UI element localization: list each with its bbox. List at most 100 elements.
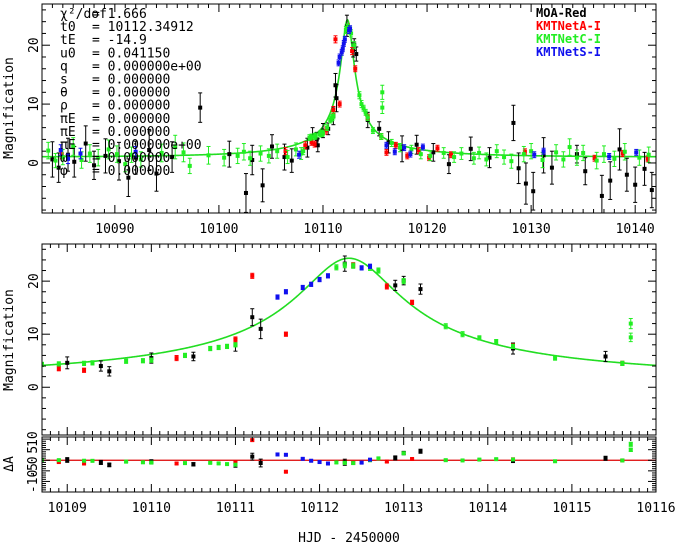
full-point-moa-marker <box>147 148 152 153</box>
zoom-ytick-label: 0 <box>27 383 42 391</box>
full-point-kmts-marker <box>340 46 345 51</box>
full-point-kmta-marker <box>522 149 527 154</box>
residual-point-kmtc <box>82 458 87 463</box>
full-point-kmtc <box>370 127 375 135</box>
full-point-moa <box>260 168 265 203</box>
zoom-point-kmtc <box>553 355 558 361</box>
full-point-moa <box>198 92 203 123</box>
full-point-kmtc-marker <box>409 147 414 152</box>
full-lightcurve-panel: 10090 10100 10110 10120 10130 10140 0 10 20 Magn… <box>2 3 657 237</box>
full-point-kmtc-marker <box>637 155 642 160</box>
residual-point-kmtc-marker <box>334 460 339 465</box>
zoom-point-kmtc-marker <box>216 345 221 350</box>
zoom-point-kmts <box>309 281 314 287</box>
residual-point-kmts <box>283 452 288 457</box>
full-point-kmtc-marker <box>529 149 534 154</box>
zoom-point-kmtc-marker <box>140 358 145 363</box>
full-point-moa-marker <box>282 155 287 160</box>
zoom-point-kmtc <box>140 358 145 364</box>
res-xtick-label: 10112 <box>300 501 339 516</box>
full-point-moa-marker <box>599 193 604 198</box>
residual-point-kmtc <box>124 459 129 464</box>
full-point-kmtc-marker <box>484 157 489 162</box>
param-label: θ <box>60 86 68 101</box>
residual-point-moa <box>418 448 423 454</box>
residual-point-kmtc-marker <box>182 461 187 466</box>
full-point-kmts <box>58 144 63 156</box>
full-point-kmtc-marker <box>397 145 402 150</box>
full-point-moa <box>649 171 654 209</box>
full-point-moa-marker <box>531 189 536 194</box>
zoom-point-kmtc <box>460 331 465 338</box>
zoom-point-kmtc-marker <box>182 353 187 358</box>
zoom-point-kmtc <box>56 361 61 367</box>
full-point-kmtc <box>187 157 192 175</box>
residual-point-kmta-marker <box>233 460 238 465</box>
full-point-kmtc <box>173 134 178 160</box>
full-point-moa <box>599 174 604 213</box>
full-point-kmtc <box>622 143 627 161</box>
zoom-point-kmta <box>283 331 288 337</box>
param-label: πE <box>60 112 76 127</box>
full-point-kmtc <box>331 112 336 120</box>
residual-point-kmta-marker <box>384 459 389 464</box>
residual-point-kmtc <box>56 458 61 463</box>
res-ytick-label: 0 <box>26 456 41 464</box>
full-point-kmtc-marker <box>389 140 394 145</box>
full-point-moa-marker <box>649 188 654 193</box>
zoom-point-moa-marker <box>65 360 70 365</box>
zoom-point-kmts-marker <box>317 277 322 282</box>
residual-point-kmts-marker <box>317 460 322 465</box>
full-point-kmtc-marker <box>106 147 111 152</box>
zoom-point-kmtc <box>511 343 516 350</box>
full-point-moa-marker <box>170 155 175 160</box>
residual-panel-ylabel: ΔA <box>2 456 17 472</box>
full-point-kmtc-marker <box>452 155 457 160</box>
residual-point-kmtc <box>401 451 406 456</box>
residual-point-kmta-marker <box>174 461 179 466</box>
zoom-point-kmtc <box>494 339 499 345</box>
full-point-moa-marker <box>617 147 622 152</box>
full-point-moa <box>608 161 613 200</box>
full-point-moa <box>50 141 55 178</box>
zoom-point-moa-marker <box>258 326 263 331</box>
residual-point-kmts <box>317 460 322 465</box>
full-point-kmts <box>607 153 612 160</box>
full-point-moa <box>170 141 175 173</box>
full-point-kmtc <box>452 151 457 163</box>
full-point-kmtc <box>441 147 446 159</box>
full-point-kmtc-marker <box>285 155 290 160</box>
full-point-kmts-marker <box>392 149 397 154</box>
residual-point-kmts <box>275 452 280 457</box>
full-point-kmta <box>333 35 338 44</box>
zoom-point-kmtc-marker <box>460 332 465 337</box>
full-point-kmtc-marker <box>96 155 101 160</box>
full-point-moa <box>56 152 61 183</box>
full-point-kmtc <box>285 150 290 165</box>
full-point-kmts <box>408 150 413 158</box>
full-point-kmtc <box>363 108 368 116</box>
full-point-kmtc-marker <box>46 148 51 153</box>
full-point-kmts <box>392 148 397 156</box>
zoom-point-moa <box>250 308 255 327</box>
full-point-kmts-marker <box>78 151 83 156</box>
residual-point-kmts <box>300 456 305 461</box>
full-point-kmtc-marker <box>352 43 357 48</box>
full-point-kmtc-marker <box>574 155 579 160</box>
full-point-kmtc-marker <box>359 102 364 107</box>
param-label: χ²/dof <box>60 7 107 22</box>
zoom-point-kmtc <box>208 345 213 352</box>
full-point-moa <box>516 152 521 185</box>
full-point-kmtc-marker <box>293 147 298 152</box>
residual-point-kmtc-marker <box>342 460 347 465</box>
zoom-point-kmtc-marker <box>401 279 406 284</box>
full-point-kmts <box>402 144 407 152</box>
residual-point-kmta <box>174 461 179 466</box>
full-point-kmts-marker <box>342 37 347 42</box>
param-label: ρ <box>60 99 68 114</box>
full-point-kmtc-marker <box>173 145 178 150</box>
res-xtick-label: 10115 <box>552 501 591 516</box>
full-point-kmtc-marker <box>320 130 325 135</box>
zoom-ytick-label: 10 <box>27 326 42 342</box>
zoom-point-kmta-marker <box>233 337 238 342</box>
